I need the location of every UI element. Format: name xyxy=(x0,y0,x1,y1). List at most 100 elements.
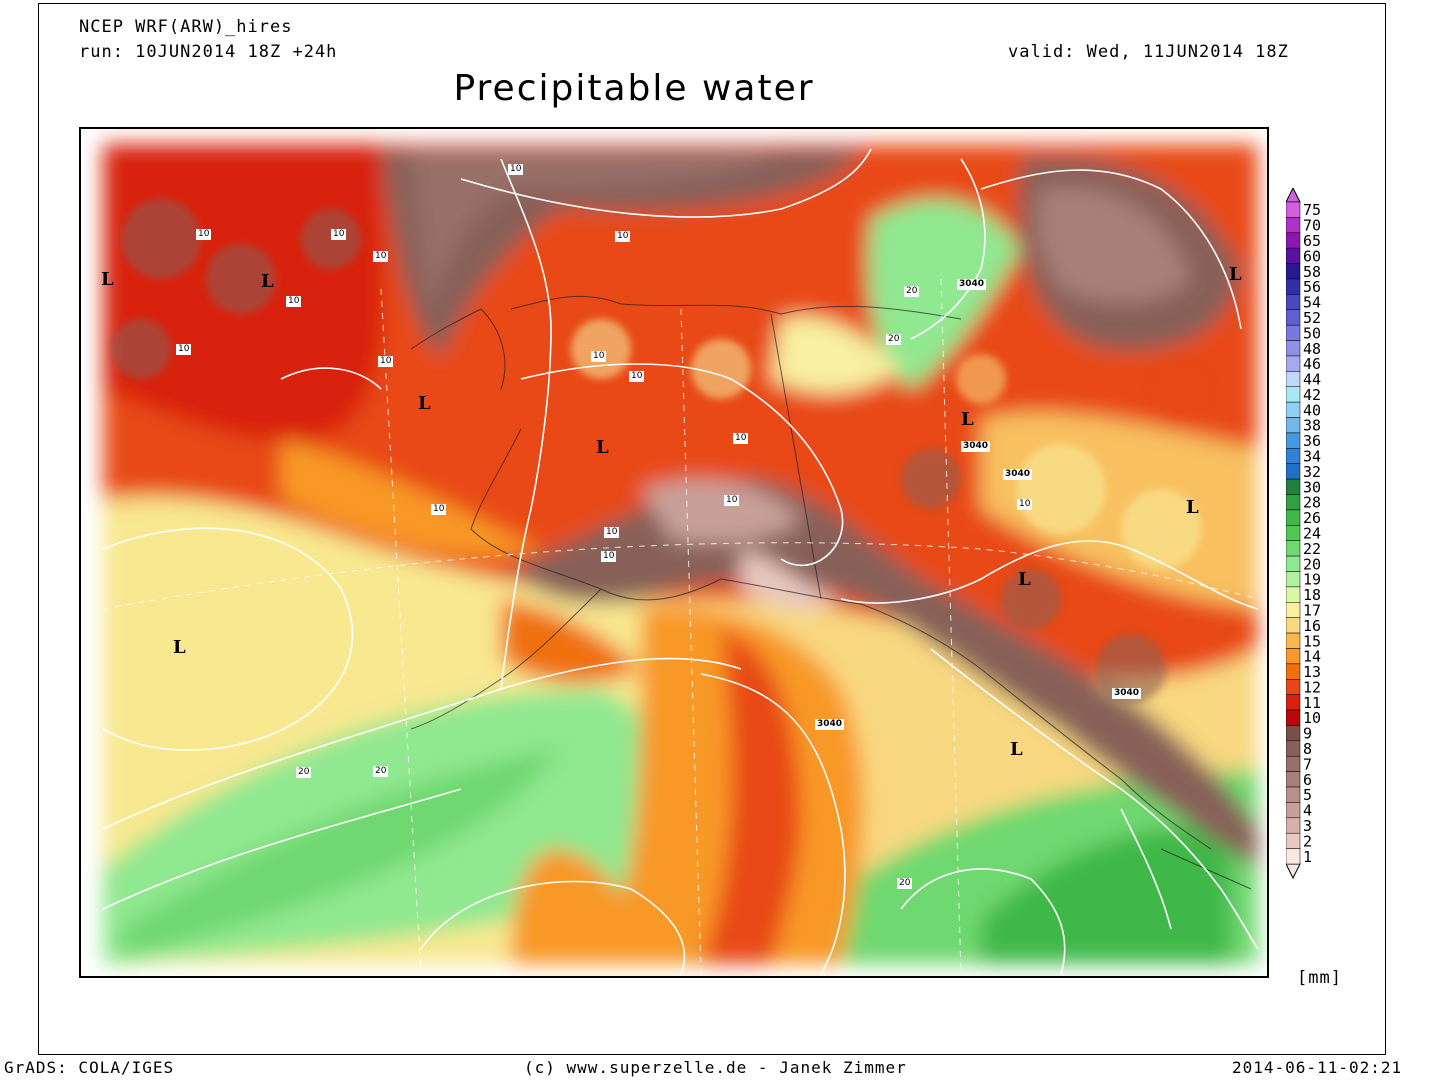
contour-label: 20 xyxy=(904,286,920,297)
valid-time: valid: Wed, 11JUN2014 18Z xyxy=(1008,42,1289,62)
legend-swatch xyxy=(1286,602,1301,618)
low-marker-9: L xyxy=(173,637,186,658)
legend-swatch xyxy=(1286,771,1301,788)
legend-level-label: 54 xyxy=(1303,294,1321,312)
legend-level-label: 8 xyxy=(1303,740,1312,758)
low-marker-4: L xyxy=(596,437,609,458)
contour-label: 20 xyxy=(886,334,902,345)
legend-level-label: 19 xyxy=(1303,571,1321,589)
legend-swatch xyxy=(1286,294,1301,311)
contour-label: 10 xyxy=(196,229,212,240)
contour-label: 10 xyxy=(629,371,645,382)
color-legend: 75 70 65 60 58 56 54 52 50 48 46 44 42 40 38 36 34 32 30 28… xyxy=(1286,188,1366,888)
legend-swatch xyxy=(1286,309,1301,326)
legend-level-label: 40 xyxy=(1303,401,1321,419)
contour-label: 10 xyxy=(373,251,389,262)
legend-level-label: 56 xyxy=(1303,278,1321,296)
legend-level-label: 24 xyxy=(1303,525,1321,543)
legend-swatch xyxy=(1286,663,1301,680)
legend-level-label: 58 xyxy=(1303,263,1321,281)
legend-swatch xyxy=(1286,832,1301,849)
legend-level-label: 32 xyxy=(1303,463,1321,481)
legend-level-label: 48 xyxy=(1303,340,1321,358)
legend-swatch xyxy=(1286,694,1301,711)
contour-label: 20 xyxy=(296,767,312,778)
contour-label: 10 xyxy=(378,356,394,367)
low-marker-5: L xyxy=(961,409,974,430)
legend-swatch xyxy=(1286,617,1301,634)
contour-label: 3040 xyxy=(1003,469,1033,480)
legend-swatch xyxy=(1286,371,1301,387)
legend-level-label: 38 xyxy=(1303,417,1321,435)
legend-level-label: 5 xyxy=(1303,786,1312,804)
legend-level-label: 22 xyxy=(1303,540,1321,558)
legend-level-label: 14 xyxy=(1303,648,1321,666)
legend-arrow-bottom xyxy=(1286,863,1301,880)
legend-level-label: 6 xyxy=(1303,771,1312,789)
legend-swatch xyxy=(1286,232,1301,249)
legend-level-label: 2 xyxy=(1303,832,1312,850)
contour-label: 3040 xyxy=(815,719,845,730)
legend-swatch xyxy=(1286,848,1301,865)
contour-label: 3040 xyxy=(957,279,987,290)
contour-label: 3040 xyxy=(1112,688,1142,699)
footer-credit: (c) www.superzelle.de - Janek Zimmer xyxy=(524,1058,907,1077)
low-marker-1: L xyxy=(101,269,114,290)
map-canvas xyxy=(81,129,1267,976)
legend-swatch xyxy=(1286,755,1301,772)
precipitable-water-map: L L L L L L L L L L 10 10 10 10 10 10 10 10 10 10… xyxy=(79,127,1269,978)
low-marker-10: L xyxy=(1010,739,1023,760)
legend-swatch xyxy=(1286,525,1301,541)
contour-label: 10 xyxy=(733,433,749,444)
contour-label: 10 xyxy=(431,504,447,515)
legend-level-label: 50 xyxy=(1303,324,1321,342)
low-marker-2: L xyxy=(261,271,274,292)
legend-swatch xyxy=(1286,509,1301,526)
legend-level-label: 11 xyxy=(1303,694,1321,712)
legend-swatch xyxy=(1286,448,1301,464)
legend-swatch xyxy=(1286,278,1301,295)
legend-swatch xyxy=(1286,725,1301,742)
contour-label: 10 xyxy=(1017,499,1033,510)
legend-swatch xyxy=(1286,555,1301,572)
model-name: NCEP WRF(ARW)_hires xyxy=(79,17,293,37)
legend-level-label: 1 xyxy=(1303,848,1312,866)
legend-swatch xyxy=(1286,432,1301,449)
legend-swatch xyxy=(1286,802,1301,819)
legend-level-label: 60 xyxy=(1303,247,1321,265)
legend-swatch xyxy=(1286,247,1301,264)
legend-swatch xyxy=(1286,632,1301,649)
contour-label: 10 xyxy=(286,296,302,307)
legend-swatch xyxy=(1286,355,1301,372)
figure-frame xyxy=(38,3,1386,1055)
legend-swatch xyxy=(1286,386,1301,403)
contours xyxy=(102,148,1259,975)
legend-level-label: 18 xyxy=(1303,586,1321,604)
legend-level-label: 52 xyxy=(1303,309,1321,327)
contour-label: 20 xyxy=(897,878,913,889)
legend-swatch xyxy=(1286,786,1301,803)
legend-level-label: 46 xyxy=(1303,355,1321,373)
low-marker-3: L xyxy=(418,393,431,414)
legend-swatch xyxy=(1286,679,1301,695)
legend-level-label: 17 xyxy=(1303,601,1321,619)
contour-label: 3040 xyxy=(961,441,991,452)
legend-level-label: 20 xyxy=(1303,555,1321,573)
legend-swatch xyxy=(1286,324,1301,341)
legend-swatch xyxy=(1286,740,1301,757)
legend-swatch xyxy=(1286,494,1301,511)
legend-level-label: 30 xyxy=(1303,478,1321,496)
pw-field xyxy=(103,144,1258,964)
legend-level-label: 9 xyxy=(1303,725,1312,743)
legend-swatch xyxy=(1286,263,1301,280)
legend-level-label: 13 xyxy=(1303,663,1321,681)
low-marker-6: L xyxy=(1229,264,1242,285)
low-marker-7: L xyxy=(1186,497,1199,518)
contour-label: 10 xyxy=(601,551,617,562)
legend-swatch xyxy=(1286,817,1301,834)
legend-swatch xyxy=(1286,340,1301,357)
color-legend-bar: 7570656058565452504846444240383634323028… xyxy=(1286,188,1321,880)
legend-swatch xyxy=(1286,709,1301,726)
legend-level-label: 75 xyxy=(1303,201,1321,219)
legend-level-label: 3 xyxy=(1303,817,1312,835)
